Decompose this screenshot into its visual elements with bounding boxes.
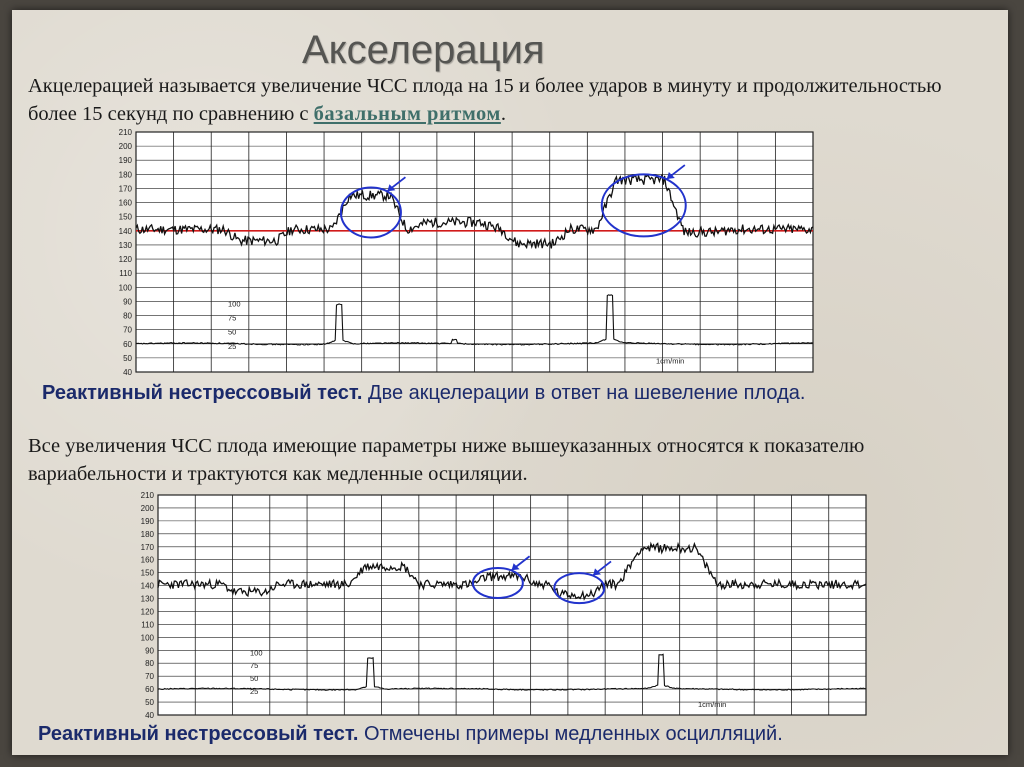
caption-accelerations: Реактивный нестрессовый тест. Две акцеле… [42,382,805,405]
definition-paragraph: Акцелерацией называется увеличение ЧСС п… [28,72,988,128]
y-tick-label: 180 [141,530,155,539]
y-tick-label: 100 [141,633,155,642]
toco-trace [135,294,814,346]
y-tick-label: 200 [119,142,133,151]
y-tick-label: 190 [141,517,155,526]
basal-rhythm-link[interactable]: базальным ритмом [313,103,501,125]
highlight-ellipse [471,567,524,599]
y-tick-label: 140 [141,582,155,591]
y-tick-label: 200 [141,504,155,513]
slide-title: Акселерация [302,28,545,72]
toco-tick-label: 50 [228,328,236,337]
y-tick-label: 90 [123,297,132,306]
caption-oscillations-text: Отмечены примеры медленных осцилляций. [358,723,783,745]
y-tick-label: 120 [141,607,155,616]
slide: Акселерация Акцелерацией называется увел… [12,10,1008,755]
y-tick-label: 40 [145,711,154,719]
highlight-ellipse [553,572,606,605]
highlight-ellipse [339,186,402,239]
toco-tick-label: 75 [228,314,236,323]
y-tick-label: 120 [119,255,133,264]
caption-oscillations-bold: Реактивный нестрессовый тест. [38,723,359,745]
y-tick-label: 80 [145,659,154,668]
y-tick-label: 130 [119,241,133,250]
y-tick-label: 170 [119,184,133,193]
arrow-head-icon [387,184,396,192]
y-tick-label: 50 [123,354,132,363]
ctg-strip-oscillations: 210 200 190 180 170 160 150 140 130 120 110 100 90 80… [141,491,867,719]
fhr-trace [135,173,814,250]
y-tick-label: 70 [145,672,154,681]
y-tick-label: 150 [119,213,133,222]
y-tick-label: 160 [141,556,155,565]
y-tick-label: 210 [141,491,155,500]
y-tick-label: 60 [145,685,154,694]
y-tick-label: 160 [119,199,133,208]
y-tick-label: 70 [123,326,132,335]
definition-end: . [500,103,506,125]
fhr-trace [157,541,867,601]
arrow-head-icon [593,568,602,576]
y-tick-label: 140 [119,227,133,236]
y-tick-label: 180 [119,170,133,179]
highlight-ellipse [600,173,687,238]
y-tick-label: 80 [123,312,132,321]
y-tick-label: 190 [119,156,133,165]
definition-text: Акцелерацией называется увеличение ЧСС п… [28,75,942,125]
ctg-strip-accelerations: 210 200 190 180 170 160 150 140 130 120 110 100 90 80… [119,128,814,376]
caption-oscillations: Реактивный нестрессовый тест. Отмечены п… [38,723,783,746]
y-tick-label: 100 [119,283,133,292]
toco-tick-label: 100 [228,299,241,308]
arrow-head-icon [666,172,675,180]
y-tick-label: 170 [141,543,155,552]
toco-tick-label: 100 [250,648,263,657]
caption-accelerations-text: Две акцелерации в ответ на шевеление пло… [362,382,806,404]
y-tick-label: 150 [141,569,155,578]
y-tick-label: 110 [119,269,132,278]
grid-background [157,494,867,716]
toco-tick-label: 50 [250,674,258,683]
toco-tick-label: 75 [250,661,258,670]
arrow-head-icon [511,563,520,571]
y-tick-label: 110 [141,620,154,629]
y-tick-label: 130 [141,595,155,604]
y-tick-label: 90 [145,646,154,655]
toco-tick-label: 25 [250,687,258,696]
y-tick-label: 50 [145,698,154,707]
y-tick-label: 210 [119,128,133,137]
y-tick-label: 40 [123,368,132,376]
speed-label: 1cm/min [698,700,726,709]
oscillation-paragraph: Все увеличения ЧСС плода имеющие парамет… [28,435,865,485]
toco-trace [157,653,867,691]
y-tick-label: 60 [123,340,132,349]
toco-tick-label: 25 [228,342,236,351]
speed-label: 1cm/min [656,357,684,366]
caption-accelerations-bold: Реактивный нестрессовый тест. [42,382,363,404]
